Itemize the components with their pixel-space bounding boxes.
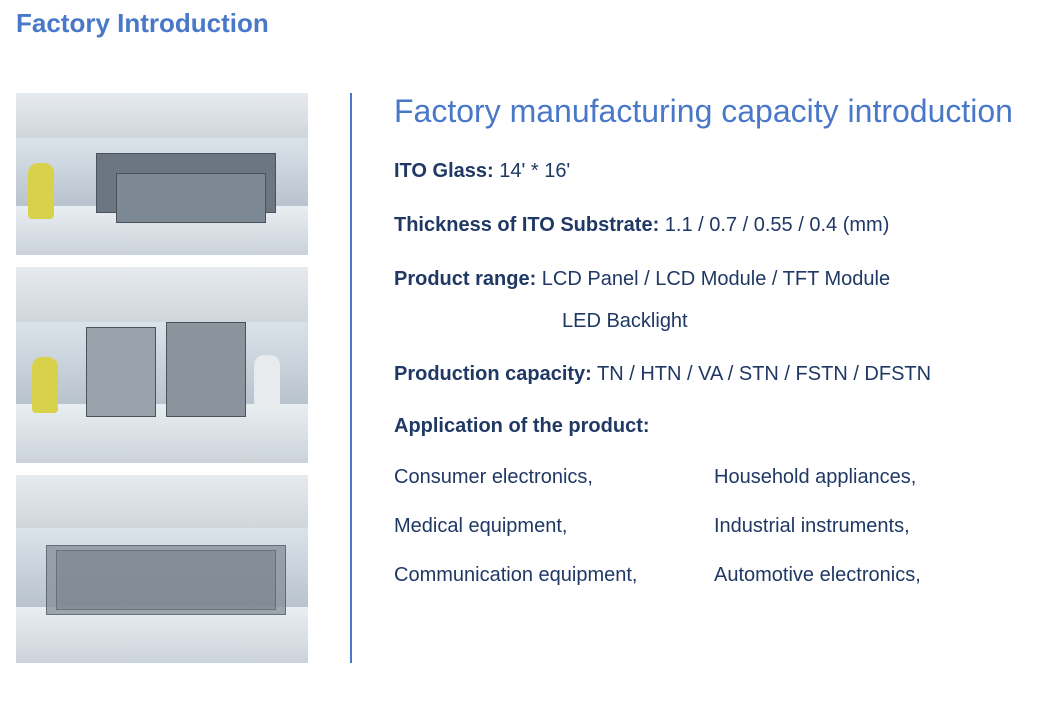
vertical-divider <box>350 93 352 663</box>
image-column <box>16 93 308 663</box>
spec-product-range: Product range: LCD Panel / LCD Module / … <box>394 266 1044 292</box>
application-item: Household appliances, <box>714 466 1044 489</box>
spec-ito-glass: ITO Glass: 14' * 16' <box>394 158 1044 184</box>
spec-thickness: Thickness of ITO Substrate: 1.1 / 0.7 / … <box>394 212 1044 238</box>
spec-value: TN / HTN / VA / STN / FSTN / DFSTN <box>592 363 931 385</box>
page-title: Factory Introduction <box>16 8 1044 39</box>
spec-product-range-cont: LED Backlight <box>562 310 1044 333</box>
factory-photo-2 <box>16 267 308 463</box>
spec-production-capacity: Production capacity: TN / HTN / VA / STN… <box>394 361 1044 387</box>
application-item: Medical equipment, <box>394 515 714 538</box>
spec-value: 1.1 / 0.7 / 0.55 / 0.4 (mm) <box>659 214 889 236</box>
applications-grid: Consumer electronics, Household applianc… <box>394 466 1044 587</box>
spec-label: Product range: <box>394 268 536 290</box>
factory-photo-3 <box>16 475 308 663</box>
application-item: Consumer electronics, <box>394 466 714 489</box>
text-column: Factory manufacturing capacity introduct… <box>394 93 1044 587</box>
section-heading: Factory manufacturing capacity introduct… <box>394 93 1044 130</box>
spec-value: LCD Panel / LCD Module / TFT Module <box>536 268 890 290</box>
application-item: Automotive electronics, <box>714 564 1044 587</box>
application-item: Industrial instruments, <box>714 515 1044 538</box>
factory-photo-1 <box>16 93 308 255</box>
application-item: Communication equipment, <box>394 564 714 587</box>
spec-label: Thickness of ITO Substrate: <box>394 214 659 236</box>
spec-label: ITO Glass: <box>394 160 494 182</box>
content-row: Factory manufacturing capacity introduct… <box>16 93 1044 663</box>
spec-value: 14' * 16' <box>494 160 571 182</box>
spec-label: Production capacity: <box>394 363 592 385</box>
applications-heading: Application of the product: <box>394 415 1044 438</box>
